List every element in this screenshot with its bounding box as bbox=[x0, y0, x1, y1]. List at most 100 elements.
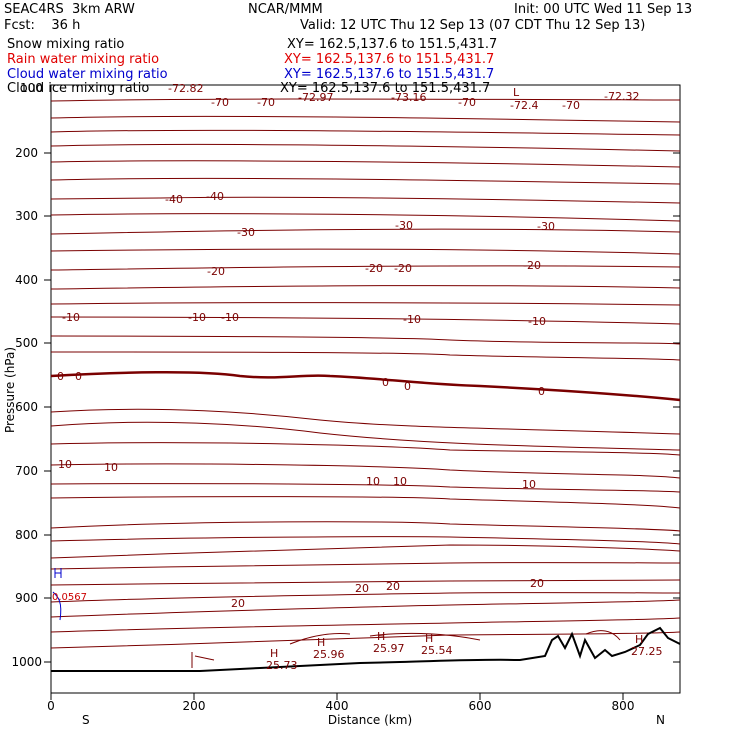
contour-label: 20 bbox=[530, 577, 544, 590]
contour-label: -20 bbox=[523, 259, 541, 272]
high-value: 27.25 bbox=[631, 645, 663, 658]
high-marker: H bbox=[317, 636, 325, 649]
contour-line bbox=[50, 196, 681, 204]
y-tick-label: 900 bbox=[15, 591, 38, 605]
contour-label: -70 bbox=[458, 96, 476, 109]
contour-line bbox=[50, 302, 681, 306]
y-tick-label: 200 bbox=[15, 146, 38, 160]
y-tick-label: 400 bbox=[15, 273, 38, 287]
contour-line bbox=[50, 143, 681, 152]
contour-line bbox=[50, 129, 681, 136]
y-tick-label: 800 bbox=[15, 528, 38, 542]
cloud-label: 0.0567 bbox=[52, 592, 87, 603]
legend-snow-xy: XY= 162.5,137.6 to 151.5,431.7 bbox=[287, 37, 498, 52]
x-tick-label: 400 bbox=[326, 699, 349, 713]
valid-time: Valid: 12 UTC Thu 12 Sep 13 (07 CDT Thu … bbox=[300, 18, 646, 33]
contour-line bbox=[50, 562, 681, 570]
low-marker: L bbox=[513, 86, 520, 99]
contour-line bbox=[50, 592, 681, 603]
contour-label: -10 bbox=[221, 311, 239, 324]
contour-label: 10 bbox=[58, 458, 72, 471]
contour-label: 0 bbox=[75, 370, 82, 383]
contour-label: 20 bbox=[355, 582, 369, 595]
contour-label: 0 bbox=[57, 370, 64, 383]
contour-label: 10 bbox=[104, 461, 118, 474]
x-tick-label: 200 bbox=[183, 699, 206, 713]
contour-label: -30 bbox=[537, 220, 555, 233]
contour-label: -30 bbox=[237, 226, 255, 239]
y-tick-label: 300 bbox=[15, 209, 38, 223]
project-title: SEAC4RS 3km ARW bbox=[4, 2, 135, 17]
x-axis-label: Distance (km) bbox=[328, 713, 412, 727]
cloud-marker bbox=[54, 568, 62, 578]
contour-label: -70 bbox=[562, 99, 580, 112]
contour-label: -40 bbox=[206, 190, 224, 203]
legend-snow-label: Snow mixing ratio bbox=[7, 37, 125, 52]
fcst-label: Fcst: bbox=[4, 18, 35, 33]
fcst-value: 36 h bbox=[51, 18, 81, 33]
contour-label: -20 bbox=[394, 262, 412, 275]
contour-line bbox=[50, 631, 681, 649]
high-value: 25.97 bbox=[373, 642, 405, 655]
contour-line bbox=[50, 579, 681, 586]
x-tick-label: 0 bbox=[47, 699, 55, 713]
contour-line bbox=[50, 335, 681, 345]
y-tick-label: 500 bbox=[15, 336, 38, 350]
contour-label: 20 bbox=[386, 580, 400, 593]
cloud-contour bbox=[52, 591, 62, 621]
contour-label: -30 bbox=[395, 219, 413, 232]
high-value: 25.96 bbox=[313, 648, 345, 661]
high-marker: H bbox=[635, 633, 643, 646]
contour-label: -10 bbox=[62, 311, 80, 324]
contour-line bbox=[50, 617, 681, 633]
contour-label: 10 bbox=[522, 478, 536, 491]
contour-label: -70 bbox=[211, 96, 229, 109]
high-marker: H bbox=[270, 647, 278, 660]
contour-label: -72.32 bbox=[604, 90, 639, 103]
high-marker: H bbox=[377, 630, 385, 643]
high-marker: H bbox=[425, 632, 433, 645]
high-value: 25.54 bbox=[421, 644, 453, 657]
temperature-contours bbox=[50, 98, 681, 649]
legend-cloudwater-xy: XY= 162.5,137.6 to 151.5,431.7 bbox=[284, 67, 495, 82]
forecast-hour: Fcst: 36 h bbox=[4, 18, 80, 33]
contour-line bbox=[50, 421, 681, 451]
contour-line bbox=[50, 496, 681, 509]
contour-line bbox=[50, 483, 681, 493]
y-tick-label-top: 100 bbox=[20, 81, 43, 95]
contour-line bbox=[50, 228, 681, 235]
x-tick-label: 600 bbox=[469, 699, 492, 713]
project-name: SEAC4RS bbox=[4, 2, 64, 17]
org-name: NCAR/MMM bbox=[248, 2, 323, 17]
contour-line bbox=[50, 115, 681, 123]
contour-line bbox=[50, 544, 681, 559]
contour-label: -40 bbox=[165, 193, 183, 206]
x-tick-label: 800 bbox=[612, 699, 635, 713]
contour-label: 20 bbox=[231, 597, 245, 610]
y-axis-label: Pressure (hPa) bbox=[3, 347, 17, 433]
contour-label: 10 bbox=[366, 475, 380, 488]
contour-line bbox=[50, 285, 681, 290]
contour-label: 0 bbox=[382, 376, 389, 389]
contour-label: -72.82 bbox=[168, 82, 203, 95]
south-label: S bbox=[82, 713, 90, 727]
contour-line bbox=[50, 521, 681, 532]
north-label: N bbox=[656, 713, 665, 727]
y-tick-label: 1000 bbox=[11, 655, 42, 669]
near-surface-contours bbox=[191, 630, 621, 668]
y-axis bbox=[44, 152, 680, 663]
contour-line bbox=[50, 536, 681, 545]
init-time: Init: 00 UTC Wed 11 Sep 13 bbox=[514, 2, 693, 17]
contour-line bbox=[50, 599, 681, 618]
contour-label: 0 bbox=[404, 380, 411, 393]
contour-label: -72.4 bbox=[510, 99, 538, 112]
contour-line bbox=[50, 213, 681, 222]
contour-label: -10 bbox=[403, 313, 421, 326]
contour-label: -72.97 bbox=[298, 91, 333, 104]
contour-labels: -72.82 -70 -70 -72.97 -73.16 -70 -72.4 -… bbox=[57, 82, 663, 672]
contour-label: -20 bbox=[365, 262, 383, 275]
contour-line bbox=[50, 316, 681, 325]
high-value: 25.73 bbox=[266, 659, 298, 672]
contour-label: -10 bbox=[528, 315, 546, 328]
